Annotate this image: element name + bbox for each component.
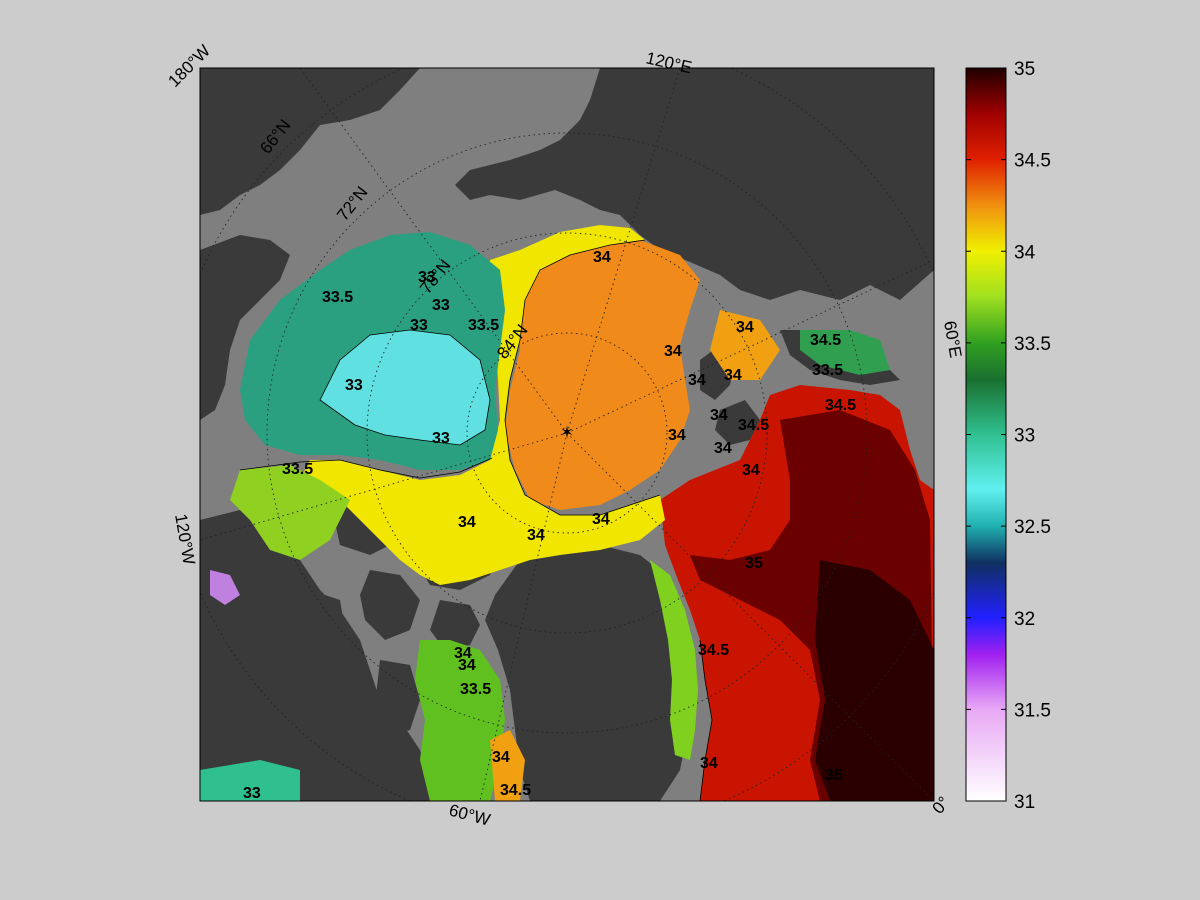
contour-label-group: 33.5 33 33 33 33 33 33.5 33.5 34 34 34 3… [243,249,856,802]
map-panel: ✶ 33.5 33 33 33 33 33 33.5 33.5 34 34 34… [200,68,934,802]
contour-label: 33.5 [468,317,499,334]
parallel-84-line [466,332,668,534]
colorbar-gradient [965,67,1007,802]
contour-label: 34 [700,755,718,772]
contour-label: 34.5 [825,397,856,414]
meridian-label-60w: 60°W [447,801,492,830]
graticule [200,68,934,801]
land-archipelago-4 [430,600,480,650]
contour-label: 34 [664,343,682,360]
meridian-line [479,432,568,801]
contour-label: 33 [345,377,363,394]
contour-label: 34 [668,427,686,444]
contour-label: 35 [745,555,763,572]
colorbar-tick-label: 34 [1014,242,1036,263]
contour-label: 34 [736,319,754,336]
meridian-line [299,68,568,434]
contour-label: 33.5 [322,289,353,306]
contour-label: 34.5 [500,782,531,799]
colorbar-tick-label: 32.5 [1014,517,1051,538]
contour-label: 33.5 [282,461,313,478]
meridian-label-120w: 120°W [171,512,199,566]
contour-label: 34 [492,749,510,766]
contour-label: 34 [710,407,728,424]
land-north-america [200,235,290,420]
colorbar-ticks: 35 34.5 34 33.5 33 32.5 32 31.5 31 [966,59,1051,813]
contour-label: 34.5 [698,642,729,659]
contour-label: 34 [688,372,706,389]
land-franz-josef [715,400,760,445]
contour-label: 34 [527,527,545,544]
contour-label: 34 [592,511,610,528]
contour-label: 34 [458,514,476,531]
north-pole-marker: ✶ [560,423,574,442]
contour-label: 34 [593,249,611,266]
contour-label: 34.5 [810,332,841,349]
colorbar-tick-label: 31.5 [1014,700,1051,721]
contour-label: 33 [243,785,261,802]
salinity-laptev-shelf [800,330,890,375]
contour-label: 33 [432,430,450,447]
salinity-kara-shelf [710,310,780,380]
colorbar-tick-label: 34.5 [1014,151,1051,172]
contour-33-5-line [239,457,493,479]
colorbar: 35 34.5 34 33.5 33 32.5 32 31.5 31 [965,59,1051,813]
colorbar-tick-label: 33 [1014,426,1035,447]
colorbar-tick-label: 31 [1014,792,1035,813]
land-archipelago-6 [375,660,420,735]
meridian-line [566,68,681,434]
land-archipelago-3 [360,570,420,640]
salinity-atlantic-darkest [815,560,934,801]
land-siberia [455,68,934,300]
land-canada-south [200,510,440,801]
contour-label: 33 [410,317,428,334]
contour-label: 34 [454,645,472,662]
salinity-shelf-green [230,465,350,560]
salinity-contours [239,239,713,801]
colorbar-tick-label: 32 [1014,609,1035,630]
salinity-transpolar-front [300,225,665,585]
salinity-alaska-south [200,760,300,801]
meridian-line [200,432,568,541]
salinity-baffin-orange [490,730,525,801]
land-alaska [200,68,420,215]
land-archipelago-5 [300,590,345,650]
contour-label: 34 [458,657,476,674]
contour-label: 34 [724,367,742,384]
parallel-78-line [366,232,768,634]
land-greenland [485,545,692,801]
contour-label: 33 [432,297,450,314]
contour-label: 34 [714,440,732,457]
salinity-eurasian-basin [505,230,700,510]
parallel-72-line [266,132,868,734]
contour-label: 33.5 [812,362,843,379]
map-frame [199,67,935,802]
contour-label: 35 [825,767,843,784]
contour-label: 34.5 [738,417,769,434]
contour-33-line [319,329,491,446]
salinity-field [200,225,934,801]
contour-34-5-line [699,639,713,801]
contour-label: 34 [742,462,760,479]
salinity-hudson-violet [210,570,240,605]
salinity-baffin [415,640,505,801]
colorbar-tick-label: 33.5 [1014,334,1051,355]
meridian-label-60e: 60°E [940,319,965,359]
salinity-beaufort-core [320,330,490,445]
salinity-greenland-east [650,560,698,760]
colorbar-tick-label: 35 [1014,59,1035,80]
contour-label: 33 [418,269,436,286]
contour-label: 33.5 [460,681,491,698]
contour-34-line [504,239,661,516]
